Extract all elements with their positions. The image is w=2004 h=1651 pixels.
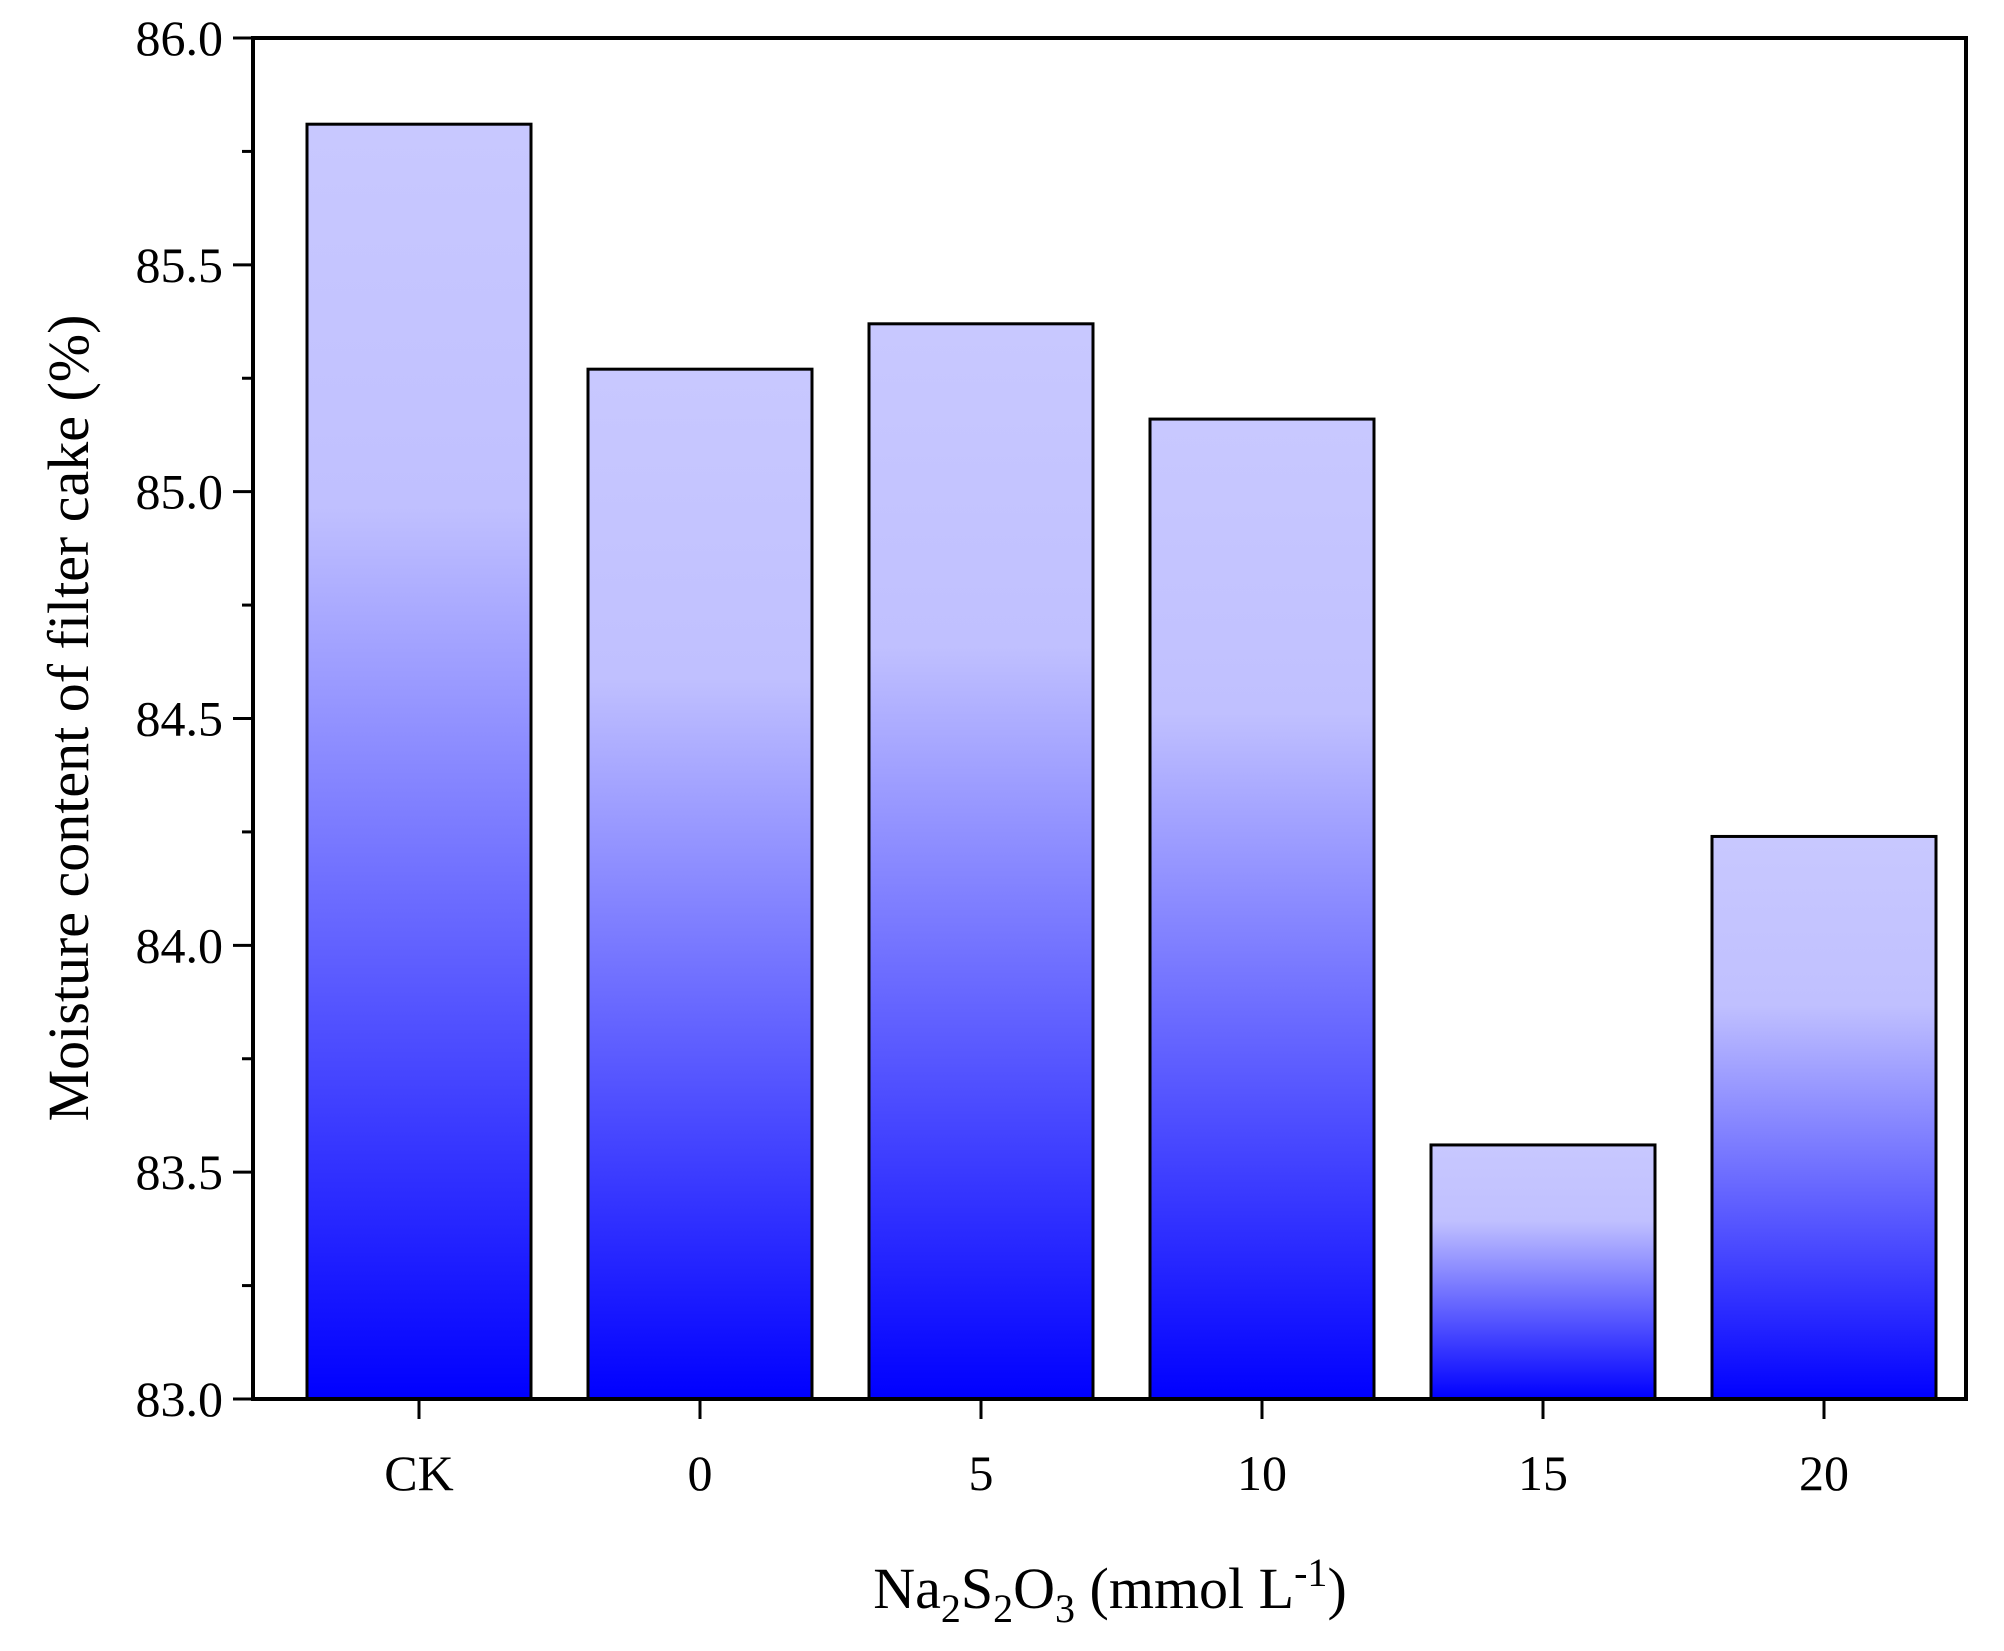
y-tick-label: 84.5 — [136, 691, 224, 747]
y-tick-label: 83.5 — [136, 1144, 224, 1200]
x-tick-label: 0 — [688, 1445, 713, 1501]
bar-20 — [1710, 834, 1938, 1401]
axes-group: CK 0 5 10 15 20 83.0 83.5 84.0 84.5 85.0 85.5 86.0 — [136, 10, 1968, 1501]
y-tick-label: 85.0 — [136, 464, 224, 520]
x-tick-label: 10 — [1237, 1445, 1287, 1501]
y-tick-label: 86.0 — [136, 10, 224, 66]
x-tick-label: CK — [384, 1445, 453, 1501]
x-tick-label: 15 — [1518, 1445, 1568, 1501]
y-tick-label: 85.5 — [136, 237, 224, 293]
bar-ck — [305, 122, 533, 1401]
y-tick-label: 83.0 — [136, 1371, 224, 1427]
bar-15 — [1429, 1143, 1657, 1401]
x-tick-label: 5 — [969, 1445, 994, 1501]
x-axis-label: Na2S2O3 (mmol L-1) — [873, 1550, 1347, 1631]
bar-10 — [1148, 417, 1376, 1401]
x-tick-label: 20 — [1799, 1445, 1849, 1501]
bar-0 — [586, 367, 814, 1401]
y-axis-label: Moisture content of filter cake (%) — [36, 315, 101, 1122]
bar-5 — [867, 322, 1095, 1401]
y-tick-label: 84.0 — [136, 917, 224, 973]
bars-group — [305, 122, 1938, 1401]
